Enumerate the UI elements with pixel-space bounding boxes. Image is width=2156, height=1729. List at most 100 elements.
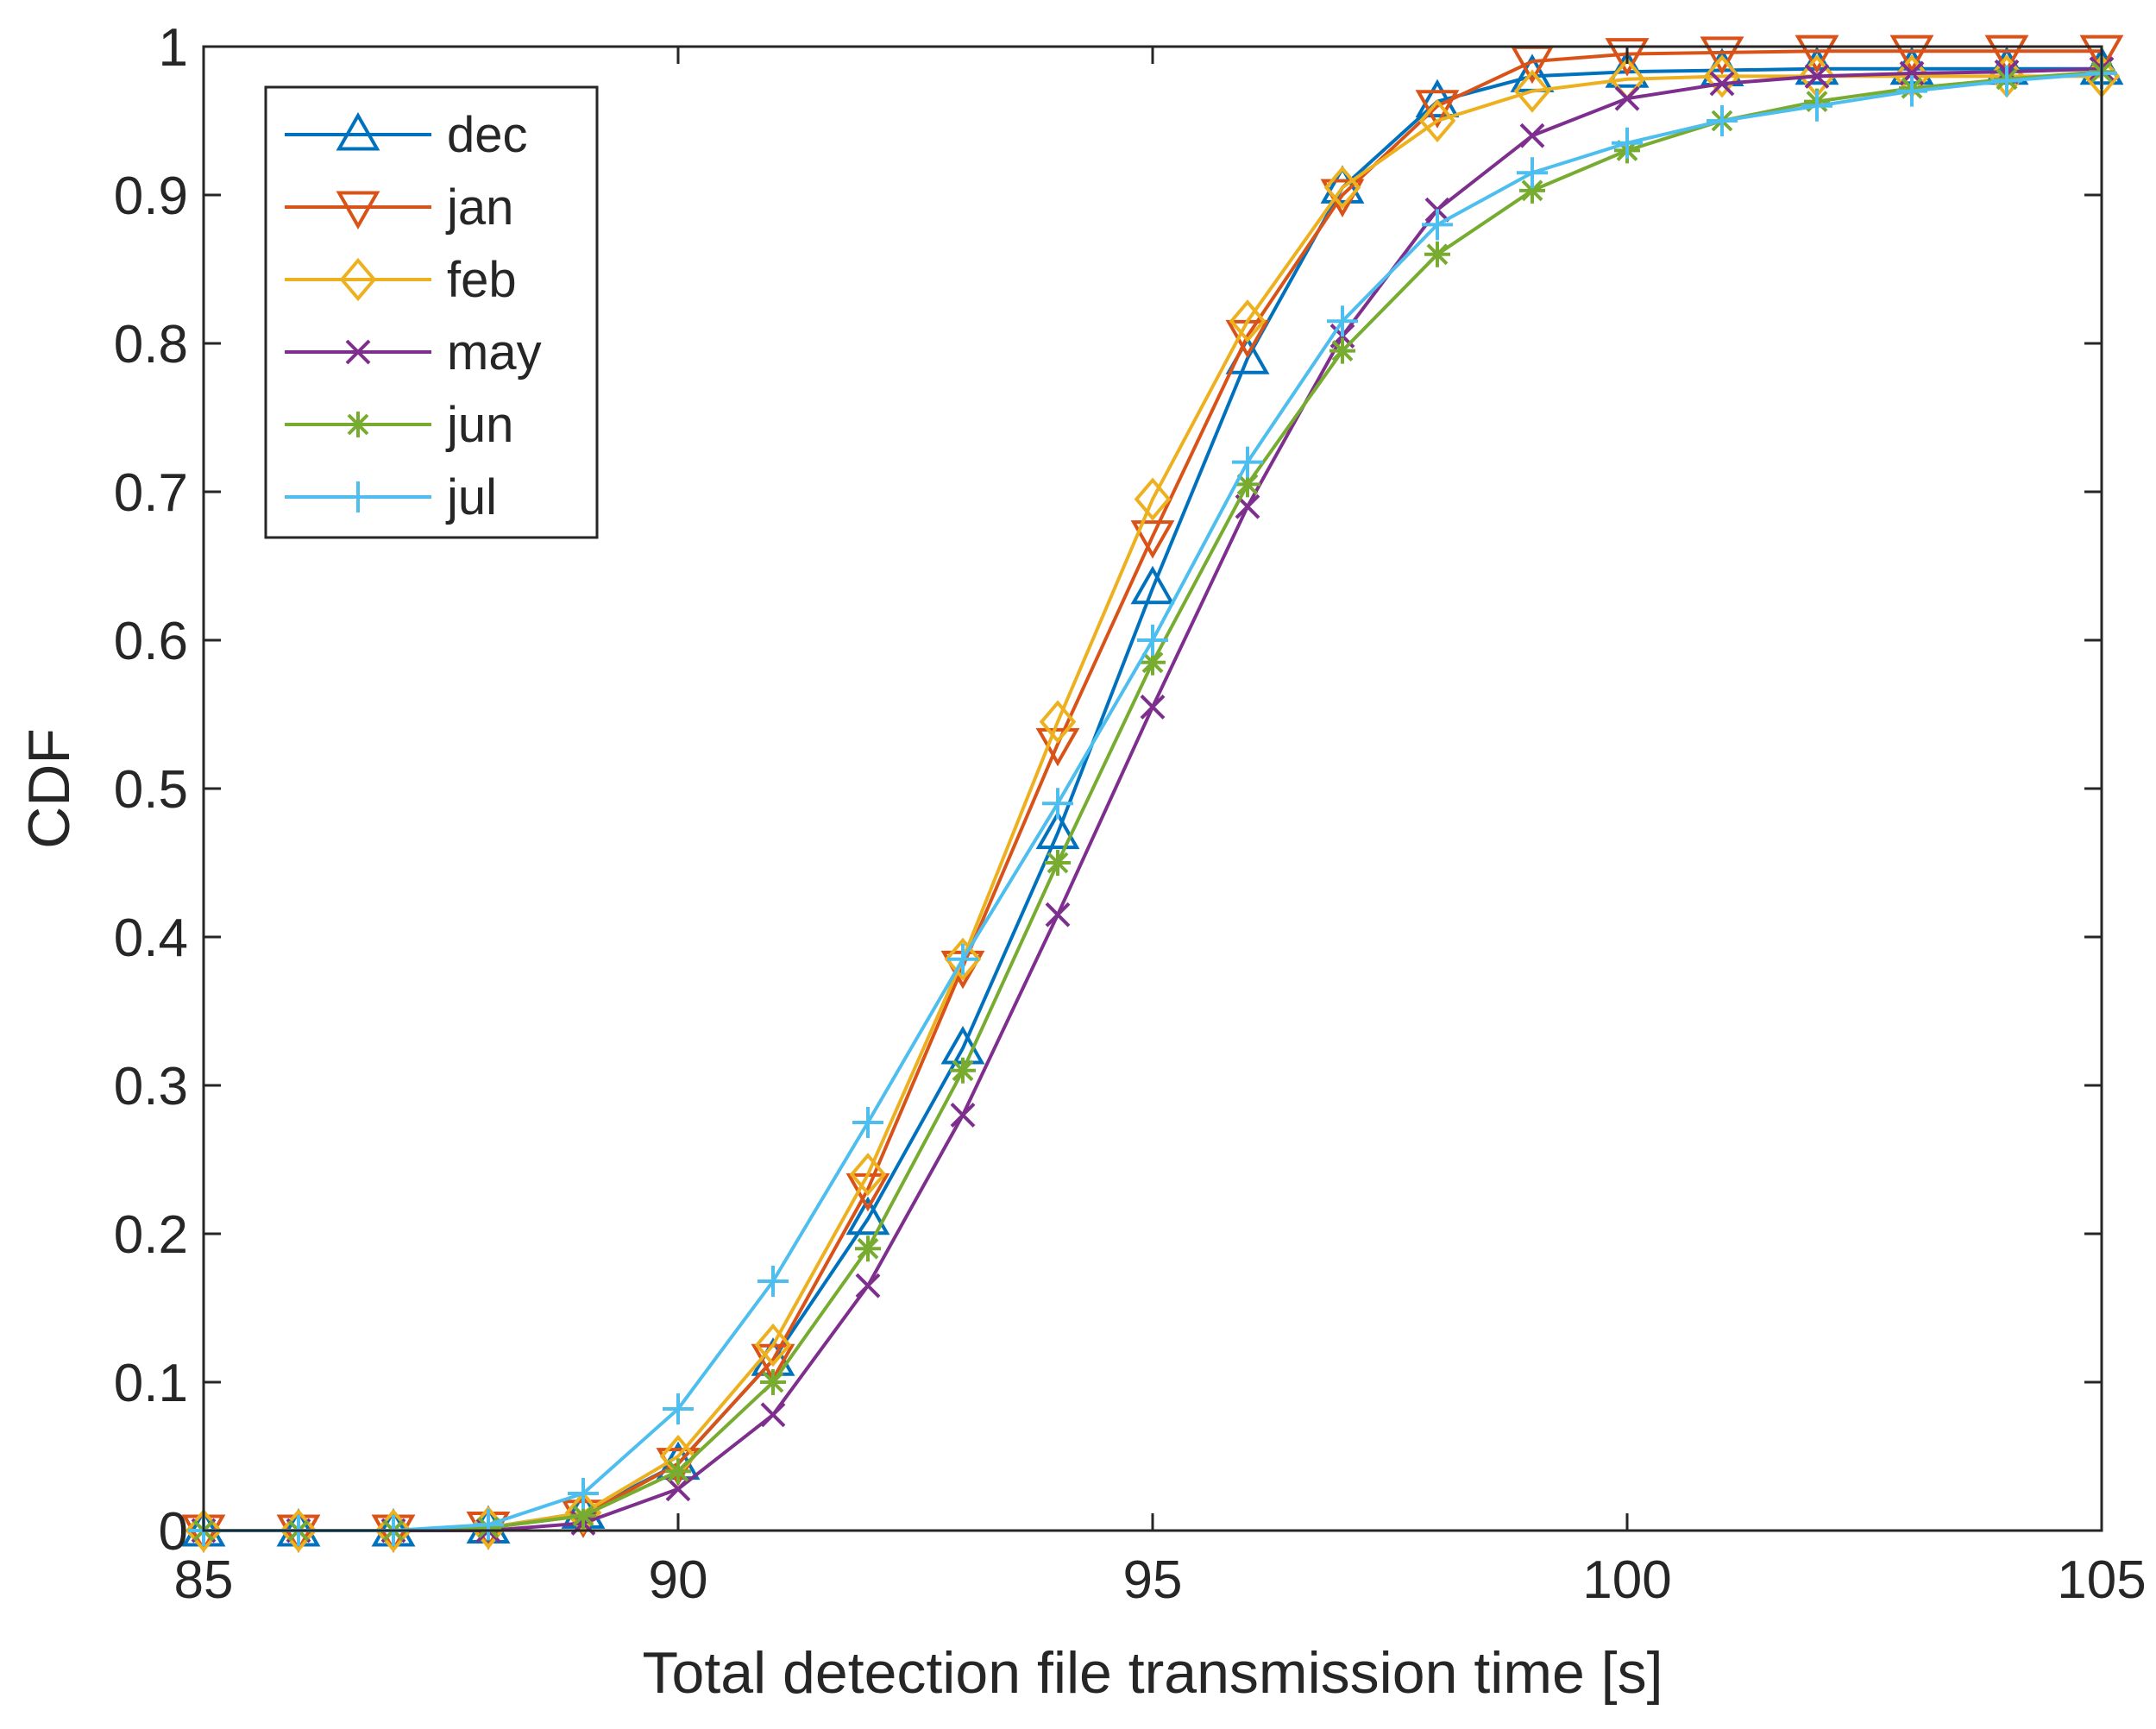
data-point-jun bbox=[760, 1369, 786, 1395]
data-point-jun bbox=[1235, 471, 1260, 498]
data-point-feb bbox=[374, 1508, 412, 1553]
data-point-feb bbox=[280, 1508, 317, 1553]
data-point-jan bbox=[1130, 520, 1175, 559]
legend-item-jul: jul bbox=[285, 469, 497, 525]
y-tick-label: 0.3 bbox=[114, 1057, 188, 1116]
x-axis-title: Total detection file transmission time [… bbox=[643, 1640, 1663, 1706]
data-point-jul bbox=[1232, 446, 1263, 478]
data-point-jul bbox=[568, 1478, 599, 1509]
data-point-feb bbox=[1703, 54, 1741, 98]
y-tick-label: 0.1 bbox=[114, 1354, 188, 1413]
y-tick-label: 0.5 bbox=[114, 760, 188, 820]
data-point-dec bbox=[1035, 810, 1080, 850]
data-point-may bbox=[1140, 694, 1166, 720]
data-point-feb bbox=[754, 1323, 792, 1367]
data-point-may bbox=[855, 1273, 881, 1298]
data-point-may bbox=[1614, 85, 1640, 111]
y-tick-label: 0.8 bbox=[114, 315, 188, 374]
data-point-dec bbox=[1130, 565, 1175, 605]
data-point-may bbox=[760, 1402, 786, 1428]
data-point-jan bbox=[1984, 35, 2029, 74]
data-point-jul bbox=[1991, 65, 2022, 97]
data-point-jul bbox=[1517, 157, 1548, 189]
data-point-feb bbox=[1513, 69, 1551, 113]
data-point-jun bbox=[1329, 337, 1355, 364]
data-point-jun bbox=[1140, 649, 1166, 676]
data-point-feb bbox=[185, 1508, 223, 1553]
legend-box bbox=[264, 85, 599, 539]
data-point-may bbox=[1709, 71, 1735, 97]
data-point-feb bbox=[1134, 477, 1172, 521]
data-point-feb bbox=[1039, 700, 1077, 744]
legend-label: jul bbox=[445, 469, 497, 525]
y-axis-title: CDF bbox=[16, 728, 82, 849]
data-point-may bbox=[665, 1476, 691, 1502]
data-point-may bbox=[1519, 123, 1545, 148]
data-point-dec bbox=[845, 1196, 890, 1235]
data-point-jan bbox=[1889, 35, 1934, 74]
data-point-jun bbox=[1424, 241, 1450, 267]
data-point-jan bbox=[1415, 90, 1460, 129]
data-point-jul bbox=[1612, 127, 1643, 159]
data-point-feb bbox=[1418, 98, 1456, 143]
data-point-jul bbox=[1327, 305, 1358, 337]
data-point-feb bbox=[1323, 166, 1361, 210]
legend-marker bbox=[336, 191, 380, 230]
data-point-jun bbox=[855, 1235, 881, 1262]
data-point-dec bbox=[1415, 79, 1460, 118]
x-tick-label: 85 bbox=[174, 1550, 234, 1610]
legend-label: feb bbox=[447, 252, 517, 308]
legend-item-dec: dec bbox=[285, 107, 528, 163]
x-tick-label: 90 bbox=[649, 1550, 708, 1610]
data-point-may bbox=[950, 1102, 976, 1128]
y-tick-label: 0.2 bbox=[114, 1205, 188, 1265]
data-point-jul bbox=[663, 1393, 694, 1424]
data-point-jun bbox=[665, 1458, 691, 1485]
x-tick-label: 105 bbox=[2057, 1550, 2146, 1610]
data-point-jul bbox=[1422, 209, 1453, 241]
series-layer bbox=[181, 35, 2124, 1554]
legend-marker bbox=[343, 481, 374, 512]
legend-label: jun bbox=[445, 397, 513, 453]
data-point-jan bbox=[1605, 38, 1650, 77]
data-point-jun bbox=[1519, 177, 1545, 204]
y-tick-label: 0.7 bbox=[114, 463, 188, 523]
axes-layer: 85 90 95 100 105 0 0.1 0.2 0.3 0.4 0.5 0.6 0.7 0.8 0.9… bbox=[114, 18, 2147, 1610]
y-tick-label: 0.9 bbox=[114, 167, 188, 226]
legend-label: jan bbox=[445, 179, 513, 236]
legend-marker bbox=[345, 339, 371, 365]
data-point-jul bbox=[1137, 625, 1168, 656]
data-point-jul bbox=[1707, 105, 1738, 136]
data-point-may bbox=[1804, 63, 1830, 89]
y-tick-label: 0.4 bbox=[114, 909, 188, 968]
legend-marker bbox=[339, 257, 377, 302]
legend-item-may: may bbox=[285, 324, 542, 380]
x-tick-label: 95 bbox=[1123, 1550, 1183, 1610]
y-tick-label: 0 bbox=[159, 1502, 188, 1562]
data-point-jun bbox=[570, 1502, 596, 1529]
legend-item-feb: feb bbox=[285, 252, 517, 308]
legend: dec jan feb may jun jul bbox=[264, 85, 599, 539]
data-point-jul bbox=[1042, 788, 1073, 820]
data-point-may bbox=[1045, 902, 1071, 927]
data-point-jul bbox=[1801, 90, 1832, 122]
data-point-jul bbox=[757, 1266, 789, 1298]
data-point-jul bbox=[1896, 75, 1927, 107]
data-point-jul bbox=[947, 943, 978, 975]
x-tick-label: 100 bbox=[1582, 1550, 1671, 1610]
data-point-feb bbox=[1229, 299, 1267, 343]
y-tick-label: 0.6 bbox=[114, 612, 188, 671]
legend-item-jun: jun bbox=[285, 397, 513, 453]
legend-label: may bbox=[447, 324, 542, 380]
y-tick-label: 1 bbox=[159, 18, 188, 78]
data-point-jan bbox=[2079, 35, 2124, 74]
legend-label: dec bbox=[447, 107, 528, 163]
data-point-jul bbox=[852, 1107, 883, 1138]
legend-marker bbox=[345, 412, 371, 437]
data-point-feb bbox=[944, 937, 982, 981]
data-point-jul bbox=[473, 1509, 504, 1541]
data-point-jun bbox=[1045, 850, 1071, 876]
data-point-jan bbox=[1700, 36, 1744, 75]
data-point-jan bbox=[1795, 35, 1839, 74]
